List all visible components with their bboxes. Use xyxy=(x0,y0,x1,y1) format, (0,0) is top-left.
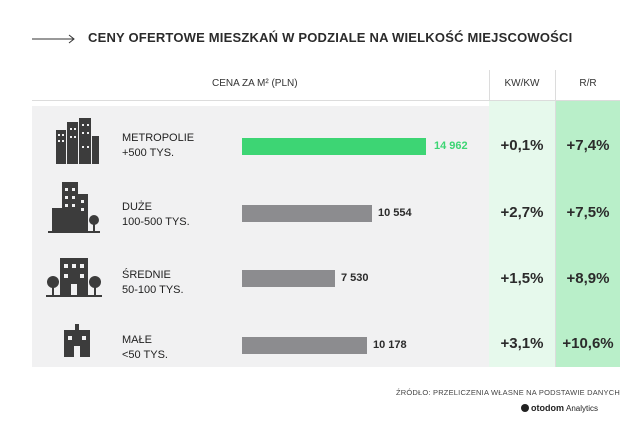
price-column-header: CENA ZA M² (PLN) xyxy=(212,78,298,89)
otodom-logo-icon xyxy=(521,404,529,412)
price-bar-srednie xyxy=(242,270,335,287)
price-value-male: 10 178 xyxy=(373,339,407,351)
column-divider xyxy=(555,70,556,367)
price-bar-male xyxy=(242,337,367,354)
price-bar-metropolie xyxy=(242,138,426,155)
kw-kw-value-male: +3,1% xyxy=(500,335,544,352)
r-r-value-male: +10,6% xyxy=(562,335,614,352)
r-r-value-srednie: +8,9% xyxy=(566,270,610,287)
category-label-srednie: ŚREDNIE 50-100 TYS. xyxy=(122,269,184,296)
price-bar-duze xyxy=(242,205,372,222)
kw-kw-column-background xyxy=(489,101,555,367)
price-value-metropolie: 14 962 xyxy=(434,140,468,152)
kw-kw-value-srednie: +1,5% xyxy=(500,270,544,287)
r-r-value-duze: +7,5% xyxy=(566,204,610,221)
chart-title: CENY OFERTOWE MIESZKAŃ W PODZIALE NA WIE… xyxy=(88,30,573,45)
small-town-house-icon xyxy=(64,324,90,357)
header-divider xyxy=(32,100,620,101)
category-label-duze: DUŻE 100-500 TYS. xyxy=(122,201,190,228)
large-city-buildings-icon xyxy=(48,182,100,233)
r-r-value-metropolie: +7,4% xyxy=(566,137,610,154)
price-value-duze: 10 554 xyxy=(378,207,412,219)
category-label-metropolie: METROPOLIE +500 TYS. xyxy=(122,132,195,159)
kw-kw-column-header: KW/KW xyxy=(504,78,540,89)
kw-kw-value-duze: +2,7% xyxy=(500,204,544,221)
metropolis-buildings-icon xyxy=(56,118,99,164)
price-value-srednie: 7 530 xyxy=(341,272,369,284)
otodom-analytics-logo: otodom Analytics xyxy=(521,403,598,413)
r-r-column-header: R/R xyxy=(579,78,597,89)
kw-kw-value-metropolie: +0,1% xyxy=(500,137,544,154)
source-note: ŹRÓDŁO: PRZELICZENIA WŁASNE NA PODSTAWIE… xyxy=(395,388,620,397)
medium-town-buildings-icon xyxy=(46,258,102,297)
arrow-right-icon xyxy=(32,34,75,44)
category-label-male: MAŁE <50 TYS. xyxy=(122,334,168,361)
r-r-column-background xyxy=(556,101,620,367)
